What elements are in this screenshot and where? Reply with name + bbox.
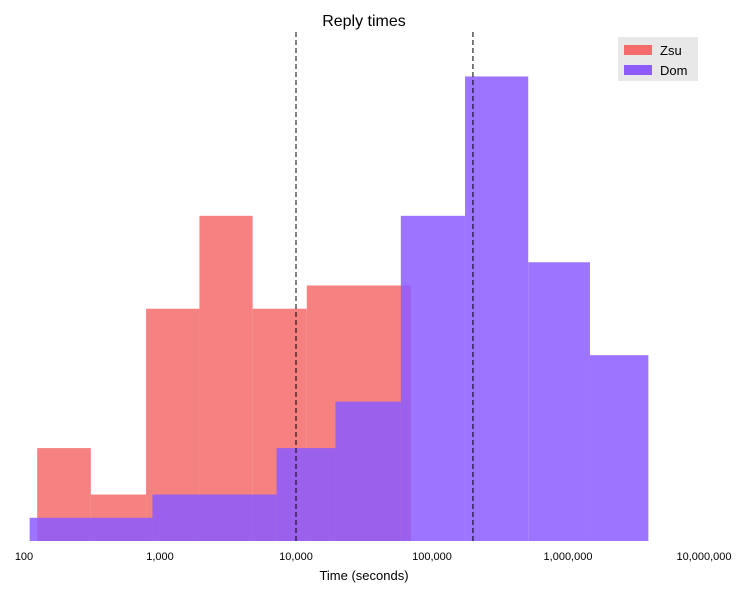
bar-dom-5 — [465, 76, 529, 542]
bar-dom-2 — [276, 448, 336, 541]
x-axis-label: Time (seconds) — [319, 568, 408, 583]
legend-label-zsu: Zsu — [660, 43, 682, 58]
x-tick-label: 100,000 — [412, 551, 452, 563]
bar-dom-1 — [152, 494, 277, 541]
legend: Zsu Dom — [618, 37, 698, 81]
legend-swatch-dom — [624, 65, 652, 75]
bar-dom-7 — [589, 355, 649, 541]
x-axis-ticks: 100 1,000 10,000 100,000 1,000,000 10,000,000 — [15, 551, 732, 563]
legend-swatch-zsu — [624, 45, 652, 55]
bar-dom-3 — [335, 401, 401, 541]
bar-dom-6 — [528, 262, 590, 541]
x-tick-label: 1,000 — [146, 551, 174, 563]
x-tick-label: 10,000 — [279, 551, 313, 563]
x-tick-label: 1,000,000 — [544, 551, 593, 563]
reference-lines — [295, 32, 474, 541]
histogram-bars — [29, 76, 649, 542]
bar-dom-4 — [400, 215, 466, 541]
bar-zsu-3 — [199, 215, 253, 541]
bar-dom-0 — [29, 517, 153, 541]
legend-label-dom: Dom — [660, 63, 687, 78]
x-tick-label: 100 — [15, 551, 33, 563]
chart-title: Reply times — [322, 13, 406, 30]
x-tick-label: 10,000,000 — [676, 551, 731, 563]
